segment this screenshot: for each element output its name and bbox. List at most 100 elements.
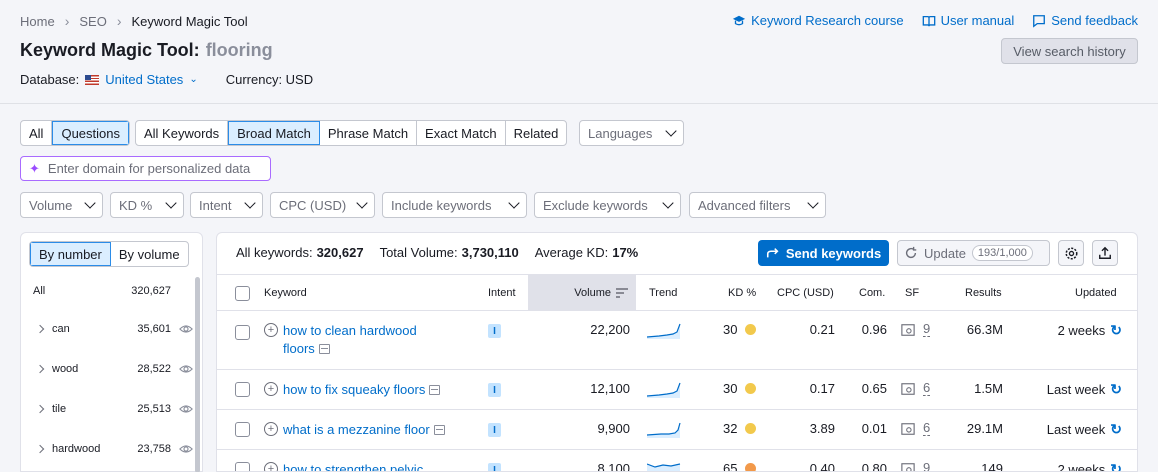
scope-all-tab[interactable]: All [21,121,53,145]
column-volume[interactable]: Volume [528,275,636,311]
row-checkbox[interactable] [235,422,250,437]
manual-link-label: User manual [940,13,1015,28]
domain-input[interactable]: ✦ Enter domain for personalized data [20,156,271,181]
column-competition[interactable]: Com. [859,287,886,299]
chevron-right-icon[interactable] [35,364,45,374]
serp-features-count[interactable]: 6 [923,380,931,396]
add-keyword-icon[interactable]: + [264,462,278,471]
settings-button[interactable] [1058,240,1084,266]
keyword-link[interactable]: how to clean hardwood floors [283,322,463,358]
add-keyword-icon[interactable]: + [264,323,278,337]
refresh-icon[interactable]: ↻ [1110,381,1122,397]
eye-icon[interactable] [179,362,193,376]
languages-label: Languages [588,125,653,141]
domain-placeholder: Enter domain for personalized data [47,161,251,176]
database-label: Database: [20,72,80,87]
serp-features-icon[interactable] [901,382,915,396]
column-serp-features[interactable]: SF [905,287,920,299]
broad-match-tab[interactable]: Broad Match [228,121,320,145]
results-value: 1.5M [974,381,1003,396]
breadcrumb-home[interactable]: Home [20,13,55,29]
group-count: 320,627 [131,285,171,297]
user-manual-link[interactable]: User manual [922,13,1015,28]
row-checkbox[interactable] [235,382,250,397]
add-keyword-icon[interactable]: + [264,382,278,396]
chevron-right-icon[interactable] [35,324,45,334]
select-all-checkbox[interactable] [235,286,250,301]
chevron-right-icon[interactable] [35,444,45,454]
scrollbar[interactable] [195,277,200,472]
course-link-label: Keyword Research course [751,13,904,28]
group-item[interactable]: tile 25,513 [21,402,197,416]
refresh-icon[interactable]: ↻ [1110,322,1122,338]
volume-value: 9,900 [597,421,630,436]
chevron-down-icon [807,197,819,209]
gear-icon [1065,247,1077,259]
chevron-right-icon[interactable] [35,404,45,414]
add-keyword-icon[interactable]: + [264,422,278,436]
scope-questions-tab[interactable]: Questions [52,121,129,145]
group-name: can [52,323,70,335]
group-item[interactable]: wood 28,522 [21,362,197,376]
by-number-tab[interactable]: By number [30,242,111,266]
all-keywords-tab[interactable]: All Keywords [136,121,229,145]
intent-filter[interactable]: Intent [190,192,263,218]
column-intent[interactable]: Intent [488,287,516,299]
group-name: tile [52,403,67,415]
avg-kd-label: Average KD: [534,245,609,260]
serp-features-count[interactable]: 6 [923,420,931,436]
column-updated[interactable]: Updated [1075,287,1117,299]
column-results[interactable]: Results [965,287,1002,299]
advanced-filters[interactable]: Advanced filters [689,192,826,218]
keyword-link[interactable]: how to fix squeaky floors [283,381,441,399]
serp-features-icon[interactable] [901,422,915,436]
phrase-match-tab[interactable]: Phrase Match [320,121,418,145]
breadcrumb-current: Keyword Magic Tool [131,13,248,29]
serp-preview-icon[interactable] [433,425,445,435]
row-checkbox[interactable] [235,325,250,340]
exclude-keywords-filter[interactable]: Exclude keywords [534,192,681,218]
kd-filter[interactable]: KD % [110,192,184,218]
languages-dropdown[interactable]: Languages [579,120,684,146]
trend-sparkline [647,382,681,398]
graduation-cap-icon [732,15,746,25]
refresh-icon[interactable]: ↻ [1110,421,1122,437]
eye-icon[interactable] [179,442,193,456]
cpc-filter[interactable]: CPC (USD) [270,192,375,218]
column-keyword[interactable]: Keyword [264,287,307,299]
breadcrumb-seo[interactable]: SEO [79,13,107,29]
us-flag-icon [85,74,100,85]
column-kd[interactable]: KD % [728,287,757,299]
by-volume-tab[interactable]: By volume [118,246,180,262]
column-cpc[interactable]: CPC (USD) [777,287,834,299]
keyword-link[interactable]: how to strengthen pelvic [283,461,423,471]
include-keywords-filter[interactable]: Include keywords [382,192,527,218]
group-item[interactable]: hardwood 23,758 [21,442,197,456]
volume-filter[interactable]: Volume [20,192,103,218]
serp-features-icon[interactable] [901,462,915,472]
kd-dot [745,383,757,394]
group-all[interactable]: All 320,627 [21,284,197,298]
update-button[interactable]: Update 193/1,000 [897,240,1050,266]
serp-preview-icon[interactable] [318,344,330,354]
exact-match-tab[interactable]: Exact Match [417,121,506,145]
row-checkbox[interactable] [235,462,250,471]
serp-features-count[interactable]: 9 [923,461,930,472]
export-button[interactable] [1092,240,1118,266]
keyword-research-course-link[interactable]: Keyword Research course [732,13,904,28]
serp-features-icon[interactable] [901,323,915,337]
column-trend[interactable]: Trend [649,287,678,299]
refresh-icon[interactable]: ↻ [1110,461,1122,472]
database-select[interactable]: United States ⌄ [105,72,197,87]
send-keywords-button[interactable]: Send keywords [758,240,889,266]
send-feedback-link[interactable]: Send feedback [1032,13,1138,28]
eye-icon[interactable] [179,322,193,336]
view-search-history-button[interactable]: View search history [1001,38,1138,64]
eye-icon[interactable] [179,402,193,416]
serp-features-count[interactable]: 9 [923,321,931,337]
group-item[interactable]: can 35,601 [21,322,197,336]
keyword-link[interactable]: what is a mezzanine floor [283,421,445,439]
serp-preview-icon[interactable] [429,385,441,395]
intent-badge: I [488,463,501,471]
related-tab[interactable]: Related [513,125,559,141]
